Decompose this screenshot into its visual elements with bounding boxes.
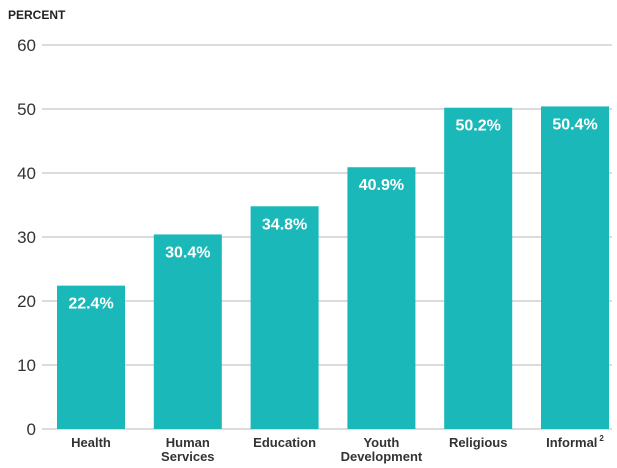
x-tick-label: Youth Development xyxy=(341,435,423,464)
data-label: 40.9% xyxy=(359,177,404,194)
bars xyxy=(57,106,609,430)
y-tick-label: 10 xyxy=(17,356,36,375)
x-tick-label: Health xyxy=(71,435,111,450)
bar xyxy=(153,234,222,429)
bar xyxy=(57,285,125,429)
y-axis-unit-label: PERCENT xyxy=(8,8,66,22)
x-tick-label: Education xyxy=(253,435,316,450)
bar xyxy=(541,106,609,429)
y-tick-label: 30 xyxy=(17,228,36,247)
y-tick-label: 60 xyxy=(17,36,36,55)
data-label: 34.8% xyxy=(262,216,307,233)
y-tick-label: 40 xyxy=(17,164,36,183)
y-tick-label: 0 xyxy=(27,420,36,439)
data-label: 22.4% xyxy=(68,296,113,313)
x-tick-label: Religious xyxy=(449,435,508,450)
y-tick-labels: 0 10 20 30 40 50 60 xyxy=(17,36,36,439)
y-tick-label: 50 xyxy=(17,100,36,119)
data-label: 50.4% xyxy=(552,116,597,133)
data-label: 50.2% xyxy=(456,118,501,135)
bar xyxy=(444,107,513,429)
x-tick-label: Human Services xyxy=(161,435,215,464)
bar xyxy=(347,167,416,430)
gridlines xyxy=(42,44,612,430)
y-tick-label: 20 xyxy=(17,292,36,311)
x-tick-label: Informal 2 xyxy=(546,434,604,450)
bar xyxy=(250,206,319,429)
data-label: 30.4% xyxy=(165,244,210,261)
x-tick-labels: Health Human Services Education Youth Develop… xyxy=(71,434,604,464)
data-labels: 22.4% 30.4% 34.8% 40.9% 50.2% 50.4% xyxy=(68,116,597,312)
